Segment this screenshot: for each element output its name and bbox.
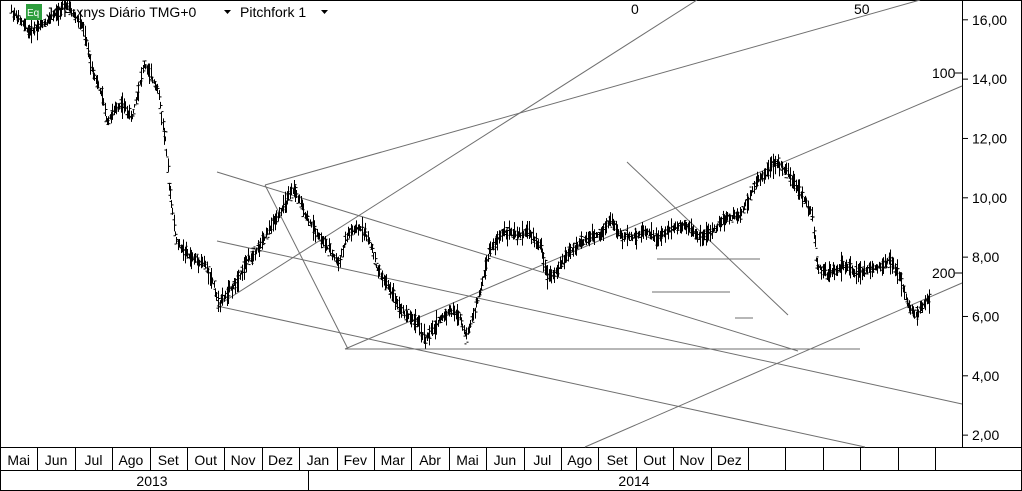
x-tick-label: Jan bbox=[307, 452, 330, 468]
x-tick-label: Mai bbox=[456, 452, 479, 468]
equity-badge-label: Eq bbox=[27, 8, 39, 19]
x-tick-label: Jun bbox=[494, 452, 517, 468]
x-tick-label: Dez bbox=[268, 452, 293, 468]
pitchfork-level-labels: 0 50 100 200 bbox=[631, 1, 962, 281]
y-axis: 16,00 14,00 12,00 10,00 8,00 6,00 4,00 2,00 bbox=[962, 12, 1007, 443]
x-tick-label: Out bbox=[194, 452, 217, 468]
x-tick-label: Jul bbox=[533, 452, 551, 468]
pitchfork-level-label: 0 bbox=[631, 1, 639, 17]
x-tick-label: Mai bbox=[7, 452, 30, 468]
pitchfork-line[interactable] bbox=[344, 85, 963, 350]
y-tick-label: 14,00 bbox=[972, 71, 1007, 87]
price-series bbox=[9, 0, 932, 349]
y-tick-label: 6,00 bbox=[972, 308, 999, 324]
pitchfork-line[interactable] bbox=[584, 282, 963, 448]
y-tick-label: 16,00 bbox=[972, 12, 1007, 28]
equity-badge bbox=[26, 4, 42, 20]
x-tick-label: Nov bbox=[679, 452, 704, 468]
pitchfork-line[interactable] bbox=[216, 305, 866, 448]
pitchfork-line[interactable] bbox=[216, 0, 698, 307]
x-tick-label: Ago bbox=[567, 452, 592, 468]
year-label: 2013 bbox=[136, 473, 167, 489]
x-tick-label: Fev bbox=[344, 452, 367, 468]
year-label: 2014 bbox=[618, 473, 649, 489]
x-tick-label: Jun bbox=[45, 452, 68, 468]
symbol-title[interactable]: JCP:xnys Diário TMG+0 bbox=[46, 4, 196, 20]
pitchfork-line[interactable] bbox=[216, 240, 963, 405]
pitchfork-line[interactable] bbox=[216, 171, 799, 352]
x-tick-label: Nov bbox=[231, 452, 256, 468]
x-tick-label: Mar bbox=[381, 452, 405, 468]
y-tick-label: 8,00 bbox=[972, 249, 999, 265]
x-tick-label: Set bbox=[158, 452, 179, 468]
x-tick-label: Ago bbox=[118, 452, 143, 468]
pitchfork-line[interactable] bbox=[264, 184, 349, 350]
x-tick-label: Out bbox=[643, 452, 666, 468]
pitchfork-level-label: 200 bbox=[932, 265, 956, 281]
symbol-dropdown-icon[interactable] bbox=[224, 10, 231, 14]
y-tick-label: 4,00 bbox=[972, 368, 999, 384]
x-tick-label: Jul bbox=[85, 452, 103, 468]
pitchfork-drawing[interactable] bbox=[216, 0, 963, 448]
pitchfork-level-label: 100 bbox=[932, 65, 956, 81]
pitchfork-level-label: 50 bbox=[854, 1, 870, 17]
study-dropdown-icon[interactable] bbox=[321, 10, 328, 14]
y-tick-label: 12,00 bbox=[972, 130, 1007, 146]
y-tick-label: 10,00 bbox=[972, 190, 1007, 206]
x-tick-label: Set bbox=[607, 452, 628, 468]
study-label[interactable]: Pitchfork 1 bbox=[240, 4, 306, 20]
x-tick-label: Dez bbox=[717, 452, 742, 468]
pitchfork-line[interactable] bbox=[264, 0, 921, 186]
y-tick-label: 2,00 bbox=[972, 427, 999, 443]
chart-header: Eq JCP:xnys Diário TMG+0 Pitchfork 1 bbox=[26, 4, 328, 20]
x-tick-label: Abr bbox=[419, 452, 441, 468]
x-axis: Mai Jun Jul Ago Set Out Nov Dez Jan Fev Mar Abr Mai J… bbox=[7, 447, 936, 491]
